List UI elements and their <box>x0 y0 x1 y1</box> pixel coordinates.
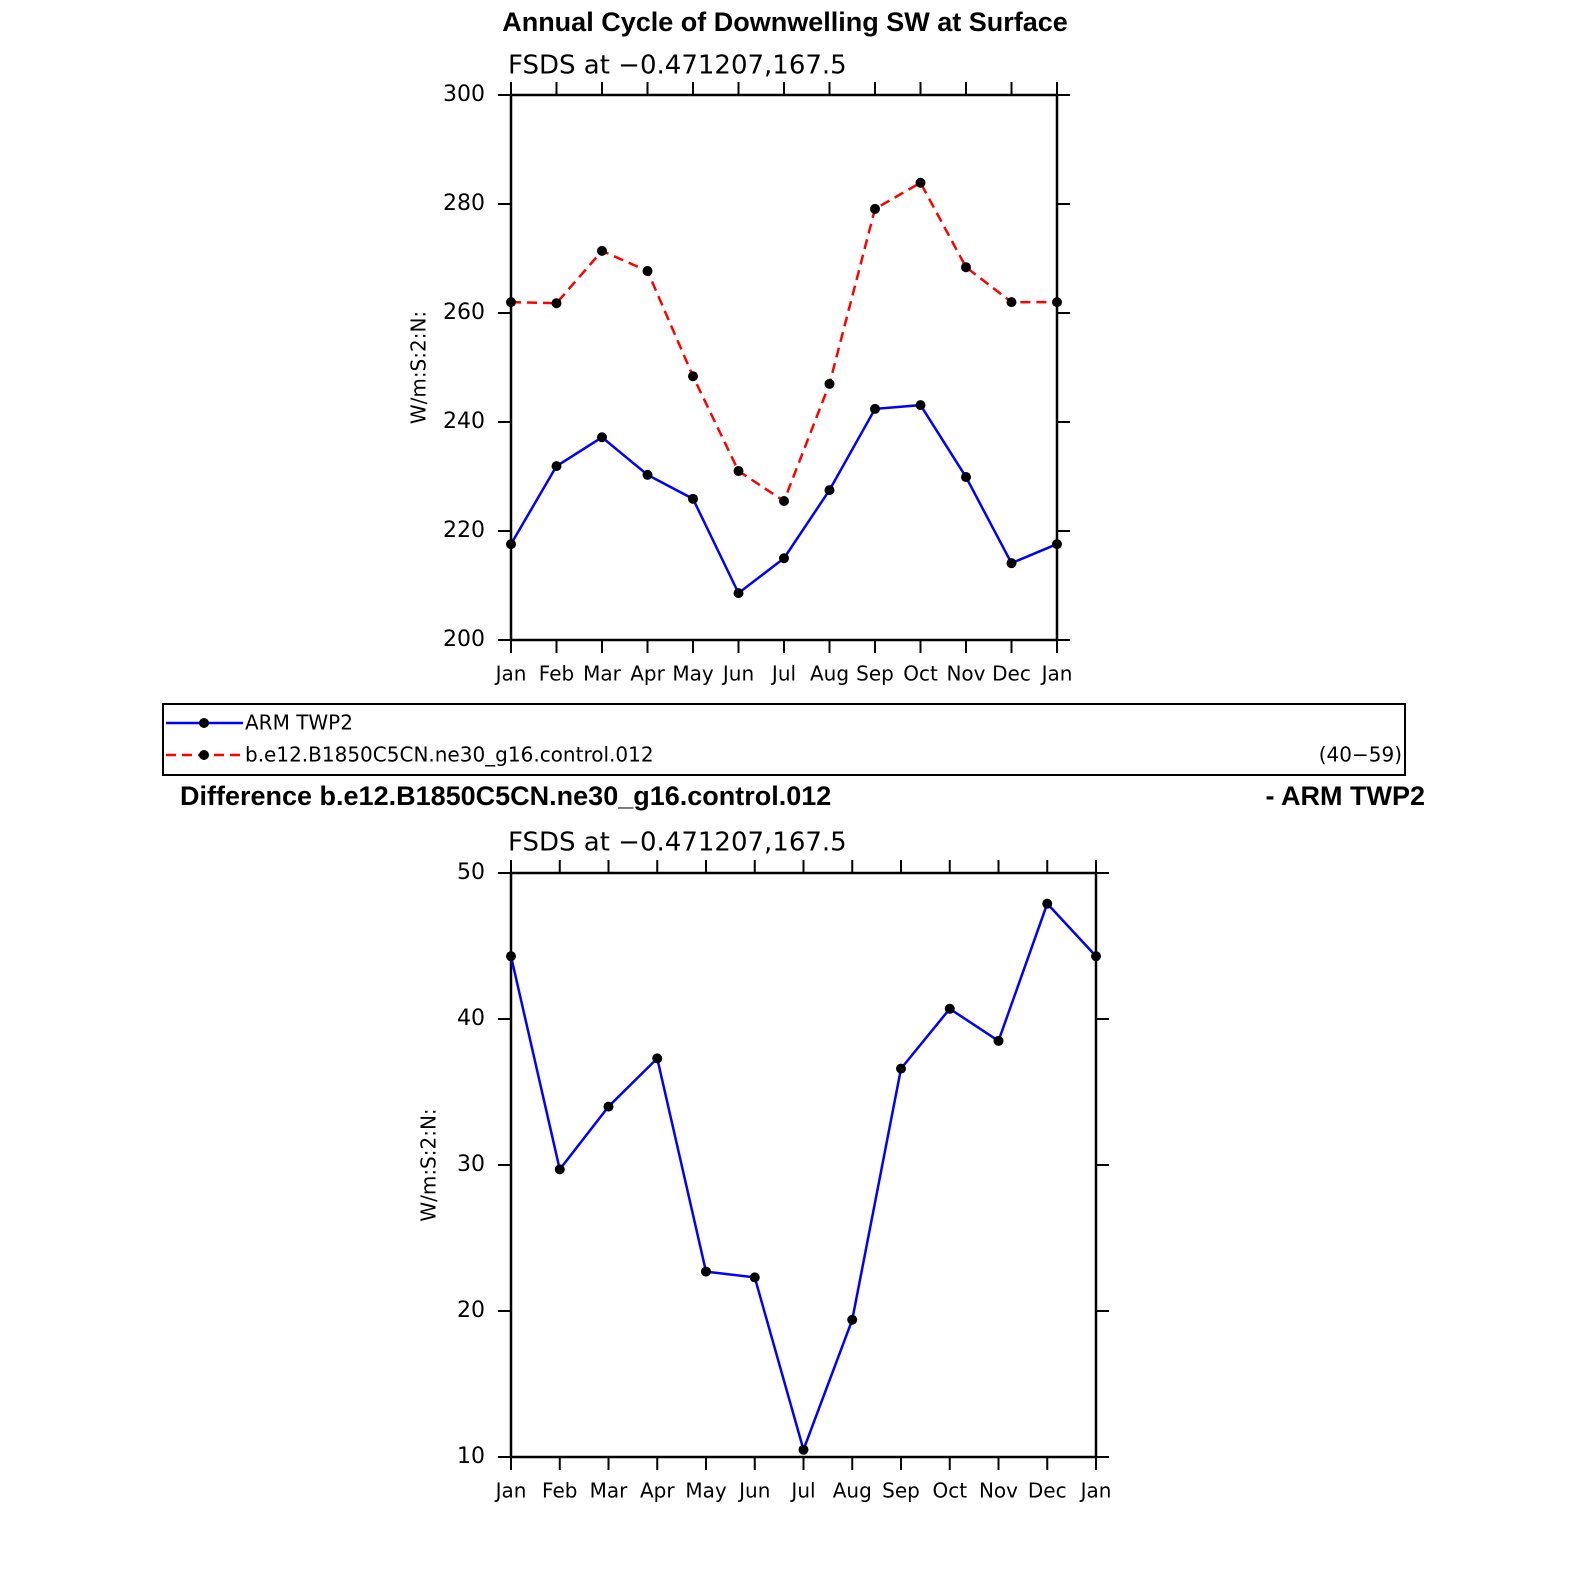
x-tick-label: Apr <box>640 1479 675 1503</box>
data-point <box>506 539 516 550</box>
data-point <box>915 177 926 188</box>
data-point <box>597 432 607 443</box>
data-point <box>652 1053 663 1064</box>
y-tick-label: 260 <box>443 300 485 325</box>
x-tick-label: Oct <box>903 662 938 686</box>
chart-title: Annual Cycle of Downwelling SW at Surfac… <box>502 7 1068 37</box>
data-point <box>1006 297 1017 308</box>
data-point <box>1052 297 1062 308</box>
chart-title-right: - ARM TWP2 <box>1266 781 1425 811</box>
y-tick-label: 50 <box>457 860 485 885</box>
y-tick-label: 220 <box>443 518 485 543</box>
x-tick-label: Aug <box>810 662 849 686</box>
data-point <box>642 266 653 277</box>
data-point <box>870 403 880 414</box>
data-point <box>603 1101 614 1112</box>
data-point <box>688 493 698 504</box>
legend-note: (40−59) <box>1319 743 1402 767</box>
data-point <box>798 1444 809 1455</box>
legend-label: b.e12.B1850C5CN.ne30_g16.control.012 <box>245 743 654 767</box>
data-point <box>551 298 562 309</box>
y-tick-label: 200 <box>443 627 485 652</box>
subtitle: FSDS at −0.471207,167.5 <box>508 51 847 81</box>
x-tick-label: Jun <box>737 1479 770 1503</box>
data-point <box>993 1035 1004 1046</box>
data-point <box>688 371 698 382</box>
data-point <box>961 262 971 273</box>
x-tick-label: Dec <box>992 662 1031 686</box>
data-point <box>1052 539 1062 550</box>
x-tick-label: Dec <box>1028 1479 1067 1503</box>
data-point <box>824 378 835 389</box>
y-tick-label: 40 <box>457 1006 485 1031</box>
data-point <box>1042 898 1053 909</box>
x-tick-label: May <box>672 662 714 686</box>
x-tick-label: Sep <box>882 1479 920 1503</box>
chart-title: Difference b.e12.B1850C5CN.ne30_g16.cont… <box>180 781 831 811</box>
y-tick-label: 30 <box>457 1152 485 1177</box>
plot-frame <box>509 871 1098 1459</box>
legend-marker <box>199 750 209 760</box>
legend-label: ARM TWP2 <box>245 711 353 735</box>
x-tick-label: Feb <box>542 1479 577 1503</box>
data-point <box>506 951 516 962</box>
x-tick-label: May <box>685 1479 727 1503</box>
x-tick-label: Nov <box>946 662 985 686</box>
data-point <box>506 297 516 308</box>
data-point <box>896 1063 906 1074</box>
y-tick-label: 20 <box>457 1298 485 1323</box>
x-tick-label: Jan <box>494 1479 527 1503</box>
data-point <box>551 461 562 472</box>
data-point <box>554 1164 565 1175</box>
x-tick-label: Jul <box>770 662 796 686</box>
x-tick-label: Feb <box>539 662 574 686</box>
x-tick-label: Jan <box>494 662 527 686</box>
plot-frame <box>509 93 1059 642</box>
data-point <box>701 1266 711 1277</box>
data-point <box>1006 558 1017 569</box>
data-point <box>915 400 926 411</box>
data-point <box>597 245 607 256</box>
x-tick-label: Nov <box>979 1479 1018 1503</box>
x-tick-label: Mar <box>590 1479 629 1503</box>
x-tick-label: Apr <box>630 662 665 686</box>
x-tick-label: Jan <box>1040 662 1073 686</box>
y-axis-label: W/m:S:2:N: <box>407 311 431 424</box>
data-point <box>779 496 789 507</box>
y-tick-label: 10 <box>457 1444 485 1469</box>
y-axis-label: W/m:S:2:N: <box>417 1108 441 1221</box>
data-point <box>749 1272 760 1283</box>
legend-marker <box>199 718 209 728</box>
data-point <box>1091 951 1101 962</box>
x-tick-label: Jan <box>1079 1479 1112 1503</box>
x-tick-label: Sep <box>856 662 894 686</box>
data-point <box>847 1314 858 1325</box>
data-point <box>824 485 835 496</box>
subtitle: FSDS at −0.471207,167.5 <box>508 828 847 858</box>
y-tick-label: 300 <box>443 82 485 107</box>
x-tick-label: Jul <box>789 1479 815 1503</box>
y-tick-label: 280 <box>443 191 485 216</box>
data-point <box>733 588 744 599</box>
x-tick-label: Mar <box>583 662 622 686</box>
data-point <box>733 466 744 477</box>
x-tick-label: Oct <box>932 1479 967 1503</box>
data-point <box>779 553 789 564</box>
data-point <box>961 472 971 483</box>
x-tick-label: Jun <box>721 662 754 686</box>
y-tick-label: 240 <box>443 409 485 434</box>
legend-box <box>162 703 1406 776</box>
x-tick-label: Aug <box>833 1479 872 1503</box>
data-point <box>642 469 653 480</box>
data-point <box>944 1003 955 1014</box>
data-point <box>870 203 880 214</box>
